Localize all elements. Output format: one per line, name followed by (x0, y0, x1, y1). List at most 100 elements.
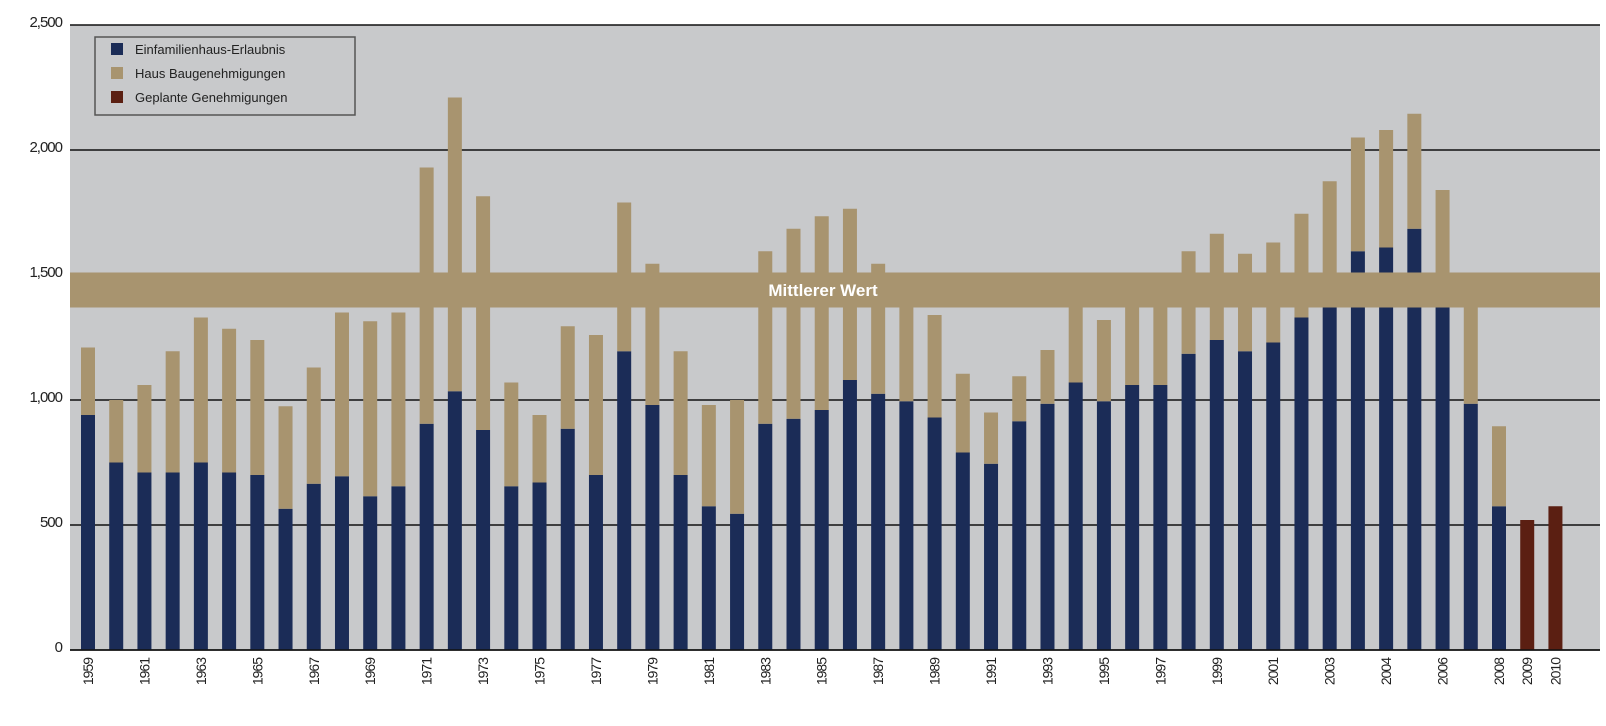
x-tick-label: 1997 (1152, 657, 1168, 685)
bar-segment (1153, 385, 1168, 650)
bar-segment (1153, 305, 1168, 385)
bar-segment (758, 423, 773, 650)
bar-segment (447, 97, 462, 392)
bar-segment (955, 373, 970, 453)
bar-segment (391, 486, 406, 650)
bar-segment (476, 430, 491, 650)
bar-segment (1012, 376, 1027, 422)
x-tick-label: 1995 (1096, 657, 1112, 685)
bar-segment (250, 340, 265, 475)
bar-segment (532, 482, 547, 650)
bar-segment (1379, 130, 1394, 248)
bar-segment (1125, 385, 1140, 650)
bar-segment (1435, 305, 1450, 650)
bar-segment (1492, 506, 1506, 650)
bar-segment (1266, 342, 1281, 650)
bar-segment (306, 483, 321, 650)
bar-segment (1096, 401, 1111, 650)
bar-segment (504, 486, 519, 650)
bar-segment (1040, 350, 1055, 404)
bar-segment (899, 305, 914, 402)
band (70, 272, 1600, 308)
bar-segment (560, 326, 575, 429)
x-tick-label: 1987 (870, 657, 886, 685)
bar-segment (1068, 305, 1083, 383)
x-tick-label: 1975 (532, 657, 548, 685)
legend-swatch (111, 91, 123, 103)
bar-segment (560, 428, 575, 650)
bar-segment (842, 380, 857, 650)
bar-segment (786, 418, 801, 650)
bar-segment (1379, 247, 1394, 650)
x-tick-label: 2008 (1491, 657, 1507, 685)
bar-segment (334, 312, 349, 477)
x-tick-label: 2001 (1265, 657, 1281, 685)
bar-segment (730, 513, 745, 650)
bar-segment (504, 382, 519, 487)
bar-segment (786, 228, 801, 419)
bar-segment (165, 351, 180, 473)
bar-segment (137, 472, 152, 650)
bar-segment (1181, 353, 1196, 650)
x-tick-label: 1981 (701, 657, 717, 685)
bar-segment (137, 385, 152, 473)
bar-segment (109, 462, 124, 650)
y-tick-label: 2,000 (29, 139, 62, 156)
bar-segment (1294, 317, 1309, 650)
legend-swatch (111, 67, 123, 79)
bar-segment (193, 462, 208, 650)
bar-segment (222, 472, 237, 650)
bar-segment (814, 216, 829, 410)
x-tick-label: 1973 (475, 657, 491, 685)
legend-label: Geplante Genehmigungen (135, 90, 288, 105)
bar-segment (984, 463, 999, 650)
x-tick-label: 1985 (814, 657, 830, 685)
bar-segment (1068, 382, 1083, 650)
x-tick-label: 1963 (193, 657, 209, 685)
bar-segment (250, 475, 265, 650)
bar-segment (532, 415, 547, 483)
x-tick-label: 2003 (1322, 657, 1338, 685)
y-tick-label: 2,500 (29, 14, 62, 31)
bar-segment (476, 196, 491, 430)
x-tick-label: 1993 (1039, 657, 1055, 685)
bar-segment (588, 335, 603, 475)
bar-segment (363, 321, 378, 497)
bar-segment (165, 472, 180, 650)
band-label: Mittlerer Wert (768, 281, 878, 300)
bar-segment (588, 475, 603, 650)
bar-segment (306, 367, 321, 484)
bar-segment (927, 315, 942, 418)
bar-segment (419, 423, 434, 650)
bar-segment (363, 496, 378, 650)
bar-segment (391, 312, 406, 487)
bar-segment (193, 317, 208, 463)
x-tick-label: 1965 (249, 657, 265, 685)
bar-segment (1238, 351, 1253, 650)
plot-background (70, 25, 1600, 650)
bar-segment (645, 405, 660, 650)
y-tick-label: 500 (40, 514, 63, 531)
x-tick-label: 1977 (588, 657, 604, 685)
bar-segment (1492, 426, 1506, 507)
bar-segment (1350, 251, 1365, 650)
x-tick-label: 2010 (1547, 657, 1563, 685)
bar-segment (1520, 520, 1535, 650)
bar-segment (927, 417, 942, 650)
x-tick-label: 2004 (1378, 657, 1394, 685)
bar-segment (871, 393, 886, 650)
bar-segment (1012, 421, 1027, 650)
bar-segment (984, 412, 999, 464)
bar-segment (1407, 113, 1422, 229)
bar-segment (1322, 305, 1337, 650)
x-tick-label: 1961 (136, 657, 152, 685)
x-tick-label: 1959 (80, 657, 96, 685)
bar-segment (673, 475, 688, 650)
bar-segment (701, 405, 716, 507)
x-tick-label: 1991 (983, 657, 999, 685)
legend-label: Haus Baugenehmigungen (135, 66, 285, 81)
bar-segment (1209, 340, 1224, 650)
bar-segment (617, 351, 632, 650)
bar-segment (278, 508, 293, 650)
